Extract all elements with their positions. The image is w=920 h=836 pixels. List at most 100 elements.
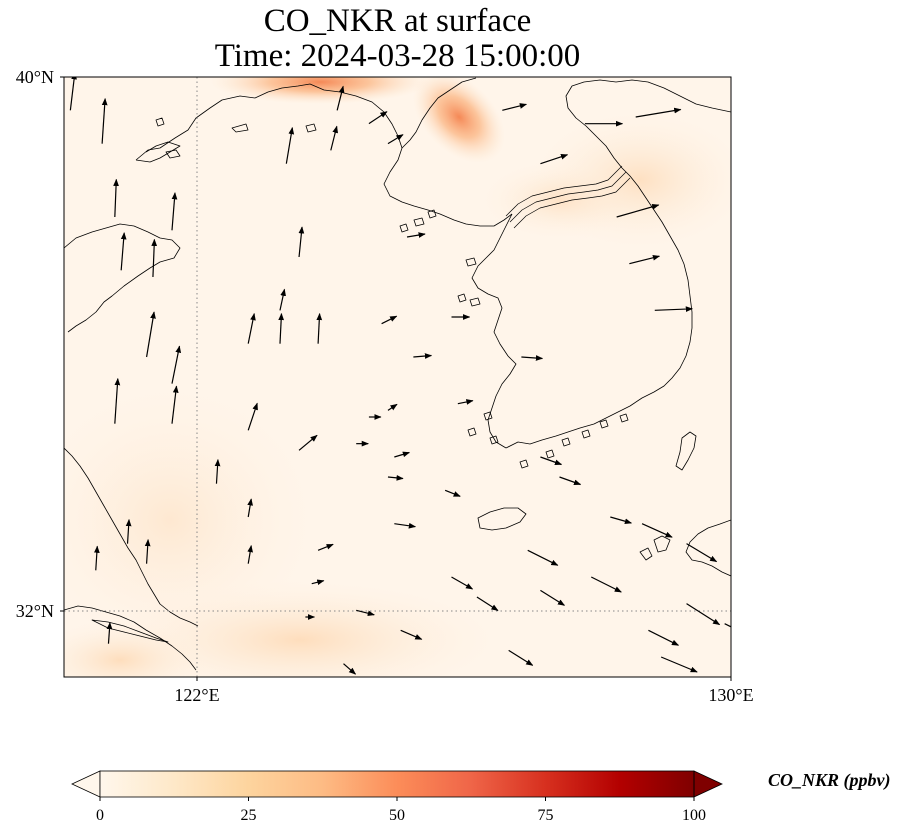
wind-vector-45 [521,355,544,361]
wind-vector-44 [654,306,693,312]
field-hotspot-north-edge [210,77,430,104]
border-korea-dmz [505,165,623,217]
xtick-label-130e: 130°E [708,685,753,705]
colorbar-tick-label-0: 0 [96,807,104,824]
border-korea-dmz-2 [509,171,627,223]
wind-vector-16 [247,544,253,564]
ytick-label-40n: 40°N [16,67,54,87]
wind-vector-41 [635,107,682,118]
wind-vector-21 [298,434,318,451]
wind-vector-18 [278,312,285,344]
wind-vector-1 [101,97,108,144]
wind-vector-60 [451,576,474,590]
wind-vector-48 [610,516,632,524]
xtick-label-122e: 122°E [174,685,219,705]
colorbar-tick-label-3: 75 [538,807,554,824]
colorbar-title: CO_NKR (ppbv) [768,770,891,790]
concentration-field [64,77,731,677]
coastline-jeju [477,507,527,531]
wind-vector-9 [171,385,179,424]
title-line-2: Time: 2024-03-28 15:00:00 [214,38,581,74]
wind-vector-17 [247,312,256,344]
coastline-liaodong-west [401,77,477,149]
colorbar-tick-label-4: 100 [682,807,706,824]
wind-vector-20 [247,402,258,431]
map-title: CO_NKR at surface Time: 2024-03-28 15:00… [64,4,731,74]
wind-vector-55 [648,629,680,646]
wind-vector-61 [400,629,423,640]
wind-vector-42 [616,204,660,218]
colorbar-ticks: 0 25 50 75 100 [96,797,706,824]
wind-vector-46 [540,456,563,466]
wind-vector-34 [394,522,417,529]
coastline-islands-bohai [155,117,437,233]
coastlines [64,77,731,671]
wind-vector-65 [311,579,325,586]
wind-vector-62 [356,609,375,617]
wind-vector-35 [413,353,433,359]
wind-vector-13 [144,538,151,564]
wind-vector-38 [502,103,528,111]
wind-vector-12 [125,518,132,544]
coastline-south-korea-south [505,167,693,449]
wind-vector-32 [387,403,398,411]
gridlines [64,77,731,677]
wind-vector-57 [724,623,731,628]
wind-vector-51 [686,603,721,626]
wind-vector-10 [214,458,221,484]
colorbar-tick-label-2: 50 [389,807,405,824]
colorbar-gradient [100,771,694,797]
wind-vector-15 [247,498,253,518]
coastline-bohai-inner [135,141,181,163]
coastline-north-korea-west [471,213,517,449]
wind-vector-22 [285,126,295,164]
map-frame [63,76,732,678]
wind-vector-53 [540,589,566,606]
coastline-north-korea-east [565,79,731,169]
wind-vector-8 [114,377,121,424]
coastline-tsushima [675,431,697,471]
wind-vector-66 [394,451,411,458]
axis-labels: 40°N 32°N 122°E 130°E [16,67,754,705]
wind-vector-63 [343,663,357,675]
coastline-liaoning [135,83,513,227]
wind-vector-6 [145,311,156,358]
border-korea-dmz-3 [513,177,631,229]
wind-vector-56 [660,656,698,673]
colorbar-extend-high [693,770,723,798]
wind-vector-70 [444,489,461,497]
wind-vector-25 [336,85,345,111]
wind-vector-39 [540,153,569,165]
title-line-1: CO_NKR at surface [263,3,532,39]
wind-vector-26 [279,288,286,311]
wind-vector-0 [69,77,77,111]
wind-vector-33 [387,474,404,481]
wind-vector-11 [93,545,100,571]
coastline-yangtze-island [91,619,169,643]
field-patch-korea-north [480,160,640,240]
wind-vector-29 [387,134,404,145]
wind-vector-3 [120,232,127,271]
wind-vector-30 [406,232,426,238]
ytick-label-32n: 32°N [16,601,54,621]
wind-vector-28 [368,111,388,125]
wind-vector-59 [476,596,499,612]
coastline-jiangsu [64,447,199,627]
wind-vector-52 [527,549,559,566]
coastline-kyushu [685,519,731,577]
wind-vector-4 [151,238,158,278]
colorbar-tick-label-1: 25 [241,807,257,824]
wind-vector-31 [381,315,398,325]
wind-vector-7 [171,345,182,384]
coastline-islands-liaoning [165,123,317,159]
wind-vector-5 [171,192,178,231]
wind-vector-14 [106,621,113,644]
wind-vectors [69,77,731,675]
wind-vector-2 [113,178,119,218]
wind-vector-58 [508,649,534,666]
wind-vector-23 [298,226,305,258]
wind-vector-27 [305,77,307,78]
wind-vector-37 [457,399,474,405]
coastline-korea-islands-west [457,257,629,469]
